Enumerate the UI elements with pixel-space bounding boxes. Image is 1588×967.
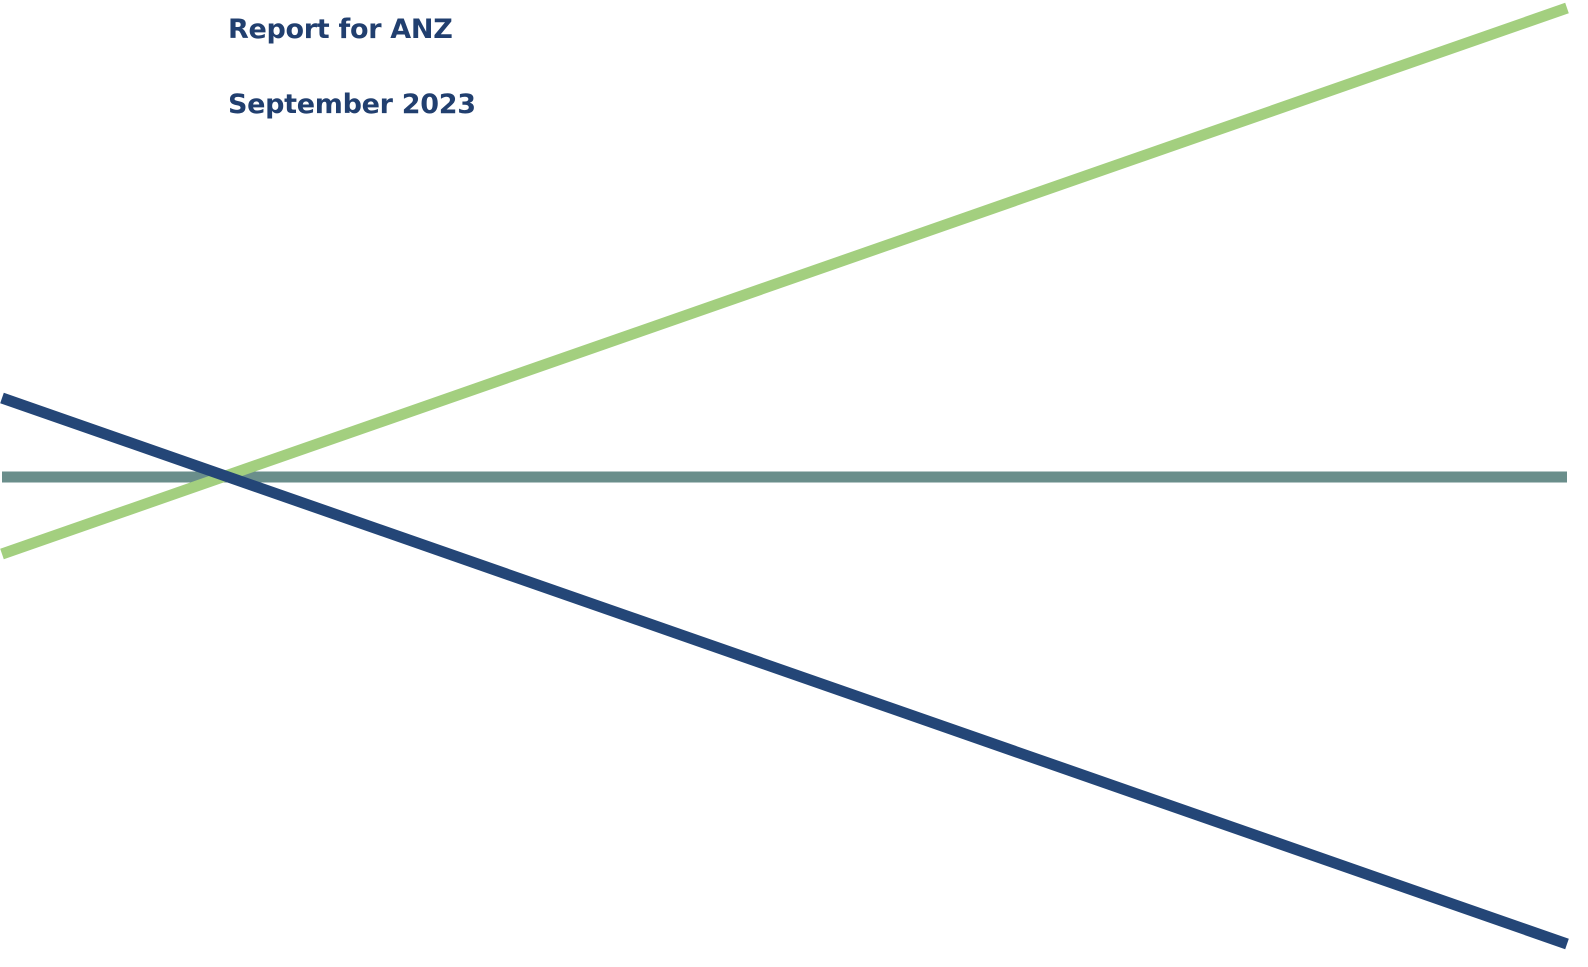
- report-title: Report for ANZ: [228, 14, 453, 45]
- green-diagonal-line: [0, 2, 1569, 560]
- navy-diagonal-line: [0, 392, 1569, 950]
- report-date: September 2023: [228, 89, 476, 120]
